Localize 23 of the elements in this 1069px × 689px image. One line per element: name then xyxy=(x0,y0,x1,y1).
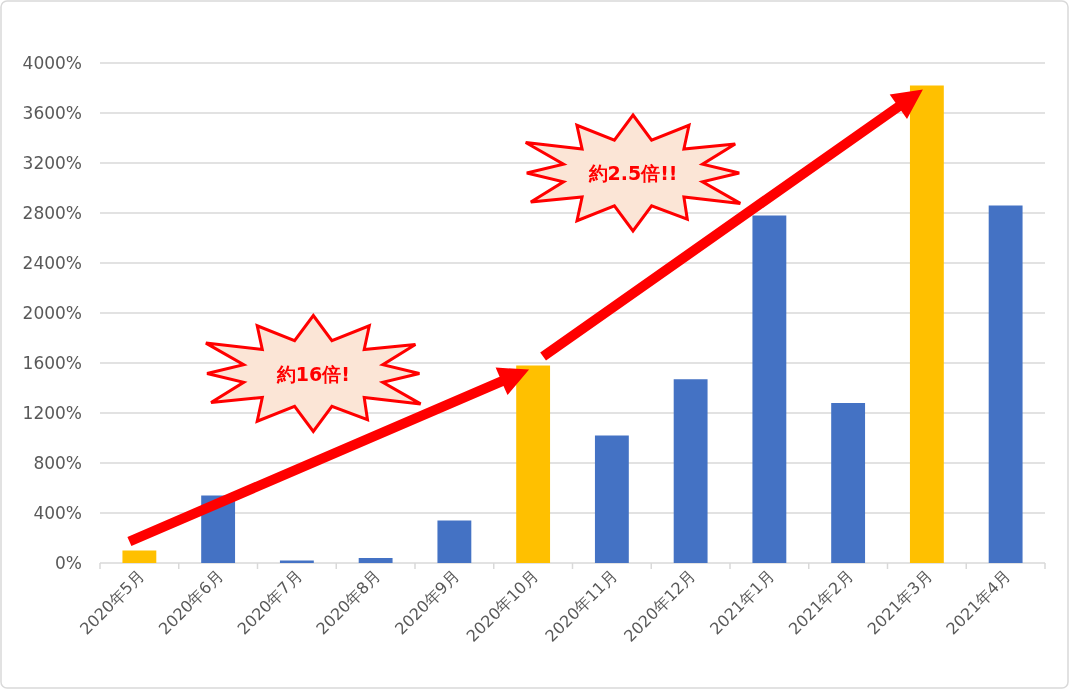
y-tick-label: 800% xyxy=(33,453,82,473)
bar xyxy=(437,520,472,563)
annotation: 約16倍! xyxy=(275,362,350,385)
bar xyxy=(358,558,393,563)
y-tick-label: 2000% xyxy=(22,303,82,323)
y-tick-label: 0% xyxy=(55,553,82,573)
annotation: 約2.5倍!! xyxy=(587,162,678,184)
y-tick-label: 1600% xyxy=(22,353,82,373)
y-tick-label: 3200% xyxy=(22,153,82,173)
bar xyxy=(831,403,866,563)
bar xyxy=(122,550,157,563)
y-tick-label: 4000% xyxy=(22,53,82,73)
bar xyxy=(594,435,629,563)
y-tick-label: 400% xyxy=(33,503,82,523)
y-tick-label: 1200% xyxy=(22,403,82,423)
bar xyxy=(988,205,1023,563)
bar xyxy=(516,365,551,563)
bar xyxy=(752,215,787,563)
y-tick-label: 2400% xyxy=(22,253,82,273)
bar xyxy=(909,85,944,563)
bar xyxy=(673,379,708,563)
y-tick-label: 3600% xyxy=(22,103,82,123)
y-tick-label: 2800% xyxy=(22,203,82,223)
